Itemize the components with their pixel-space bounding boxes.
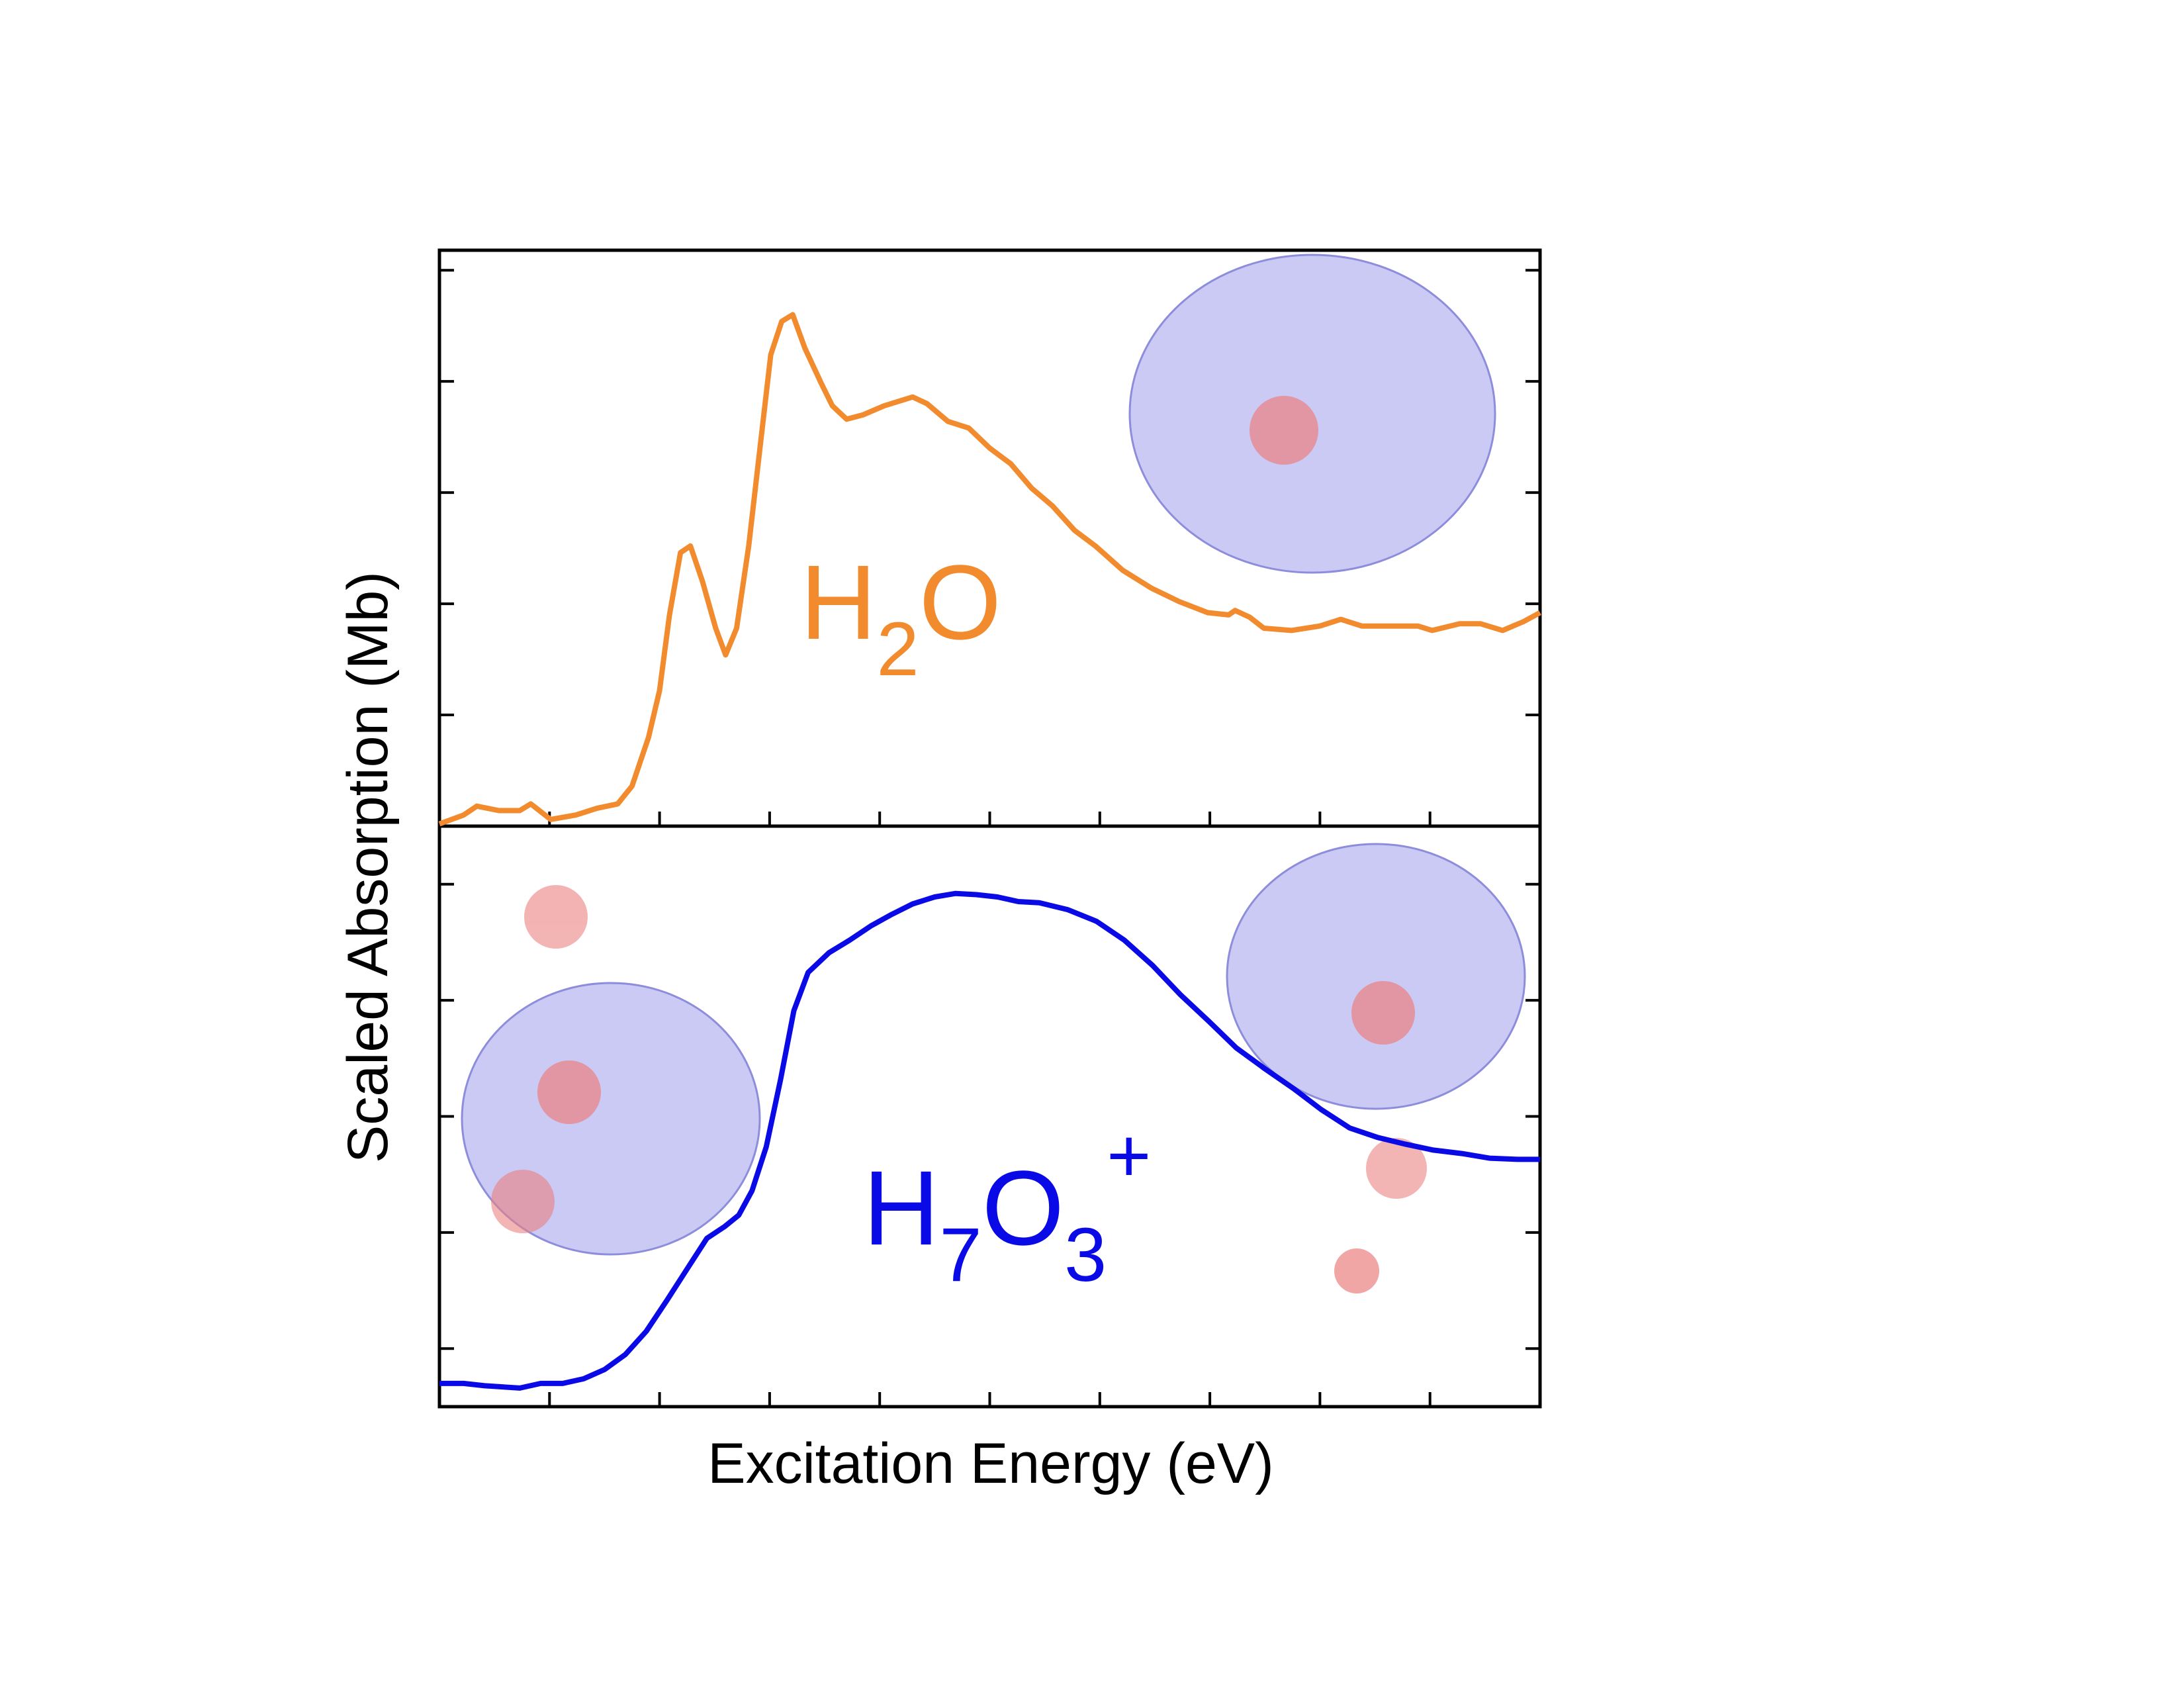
oxygen-atom bbox=[1366, 1138, 1427, 1199]
x-axis-label: Excitation Energy (eV) bbox=[707, 1432, 1274, 1495]
label-part: 7 bbox=[940, 1213, 982, 1297]
label-part: O bbox=[919, 543, 1001, 661]
orbital-blob bbox=[1226, 843, 1526, 1110]
oxygen-atom bbox=[537, 1060, 601, 1124]
species-label: H2O bbox=[800, 543, 1001, 692]
orbital-decorations bbox=[461, 254, 1526, 1293]
label-part: H bbox=[800, 543, 877, 661]
label-part: 3 bbox=[1064, 1213, 1107, 1297]
data-line bbox=[439, 890, 1540, 1391]
oxygen-atom bbox=[1250, 396, 1318, 465]
oxygen-atom bbox=[1334, 1248, 1379, 1293]
label-part: O bbox=[982, 1149, 1064, 1267]
species-label: H7O3+ bbox=[863, 1113, 1151, 1297]
oxygen-atom bbox=[1351, 981, 1415, 1045]
label-part: + bbox=[1107, 1113, 1151, 1198]
label-part: 2 bbox=[877, 607, 919, 692]
y-axis-label: Scaled Absorption (Mb) bbox=[336, 571, 400, 1163]
oxygen-atom bbox=[491, 1170, 555, 1233]
oxygen-atom bbox=[524, 885, 588, 949]
data-line bbox=[438, 312, 1541, 827]
label-part: H bbox=[863, 1149, 940, 1267]
